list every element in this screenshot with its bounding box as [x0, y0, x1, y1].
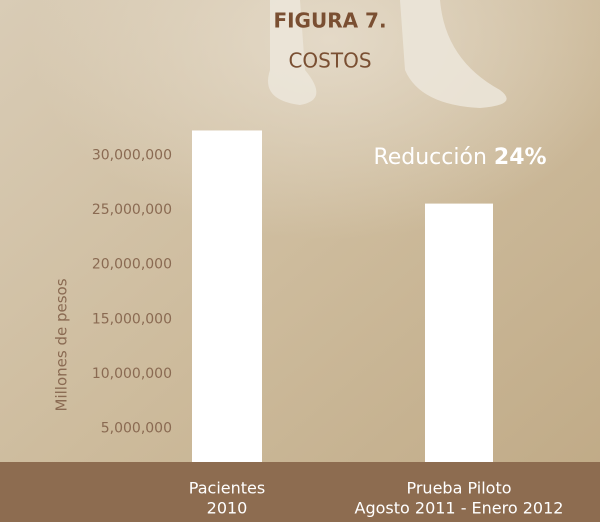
- y-tick-label: 30,000,000: [92, 148, 172, 164]
- y-tick-label: 5,000,000: [101, 420, 172, 436]
- annotation-value: 24%: [494, 145, 547, 170]
- shoe: [400, 0, 507, 108]
- annotation: Reducción 24%: [373, 145, 546, 170]
- y-axis-label: Millones de pesos: [53, 278, 71, 411]
- chart-title: FIGURA 7.: [273, 9, 386, 33]
- y-tick-label: 20,000,000: [92, 257, 172, 273]
- shoe: [268, 0, 317, 105]
- chart-subtitle: COSTOS: [288, 49, 371, 73]
- bottom-band: [0, 462, 600, 522]
- annotation-text: Reducción: [373, 145, 486, 170]
- bar: [192, 130, 262, 483]
- y-tick-label: 10,000,000: [92, 366, 172, 382]
- bar: [425, 203, 493, 483]
- y-tick-label: 15,000,000: [92, 311, 172, 327]
- x-tick-label: Prueba Piloto: [406, 479, 511, 498]
- x-tick-label: Pacientes: [189, 479, 265, 498]
- x-tick-label: Agosto 2011 - Enero 2012: [355, 499, 564, 518]
- x-tick-label: 2010: [207, 499, 248, 518]
- y-tick-label: 25,000,000: [92, 202, 172, 218]
